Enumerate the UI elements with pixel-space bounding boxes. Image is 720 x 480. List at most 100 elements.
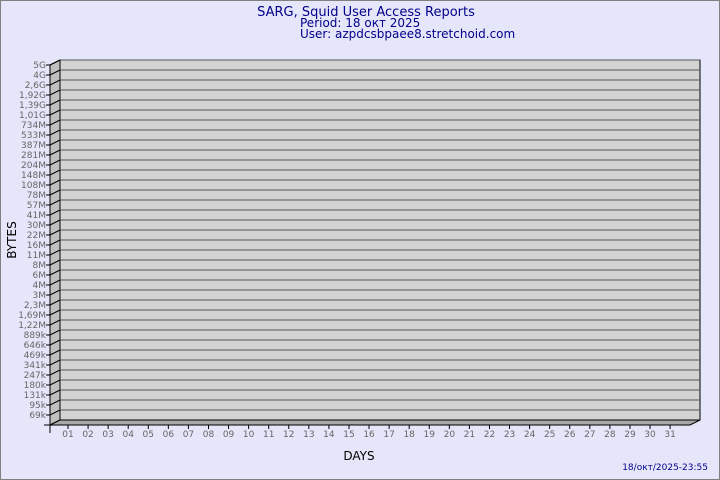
x-tick-label: 16: [363, 430, 375, 440]
x-tick-label: 10: [243, 430, 255, 440]
x-tick-label: 12: [283, 430, 294, 440]
y-tick-label: 341k: [24, 361, 47, 371]
x-tick-label: 24: [524, 430, 536, 440]
x-tick-label: 11: [263, 430, 274, 440]
grid-diagonal: [49, 319, 61, 326]
grid-diagonal: [49, 269, 61, 276]
grid-diagonal: [49, 199, 61, 206]
x-tick-label: 28: [604, 430, 616, 440]
y-tick-label: 734M: [21, 121, 46, 131]
grid-diagonal: [49, 209, 61, 216]
x-tick-label: 18: [403, 430, 415, 440]
x-tick-label: 15: [343, 430, 354, 440]
grid-diagonal: [49, 109, 61, 116]
grid-diagonal: [49, 59, 61, 66]
floor: [49, 419, 701, 426]
y-tick-label: 247k: [24, 371, 47, 381]
x-tick-label: 08: [203, 430, 215, 440]
grid-diagonal: [49, 399, 61, 406]
grid-diagonal: [49, 219, 61, 226]
y-tick-label: 889k: [24, 331, 47, 341]
x-tick-label: 29: [624, 430, 636, 440]
y-tick-label: 108M: [21, 181, 46, 191]
grid-diagonal: [49, 239, 61, 246]
grid-diagonal: [49, 149, 61, 156]
y-tick-label: 204M: [21, 161, 46, 171]
grid-diagonal: [49, 139, 61, 146]
y-tick-label: 4G: [33, 71, 46, 81]
y-tick-label: 22M: [27, 231, 46, 241]
y-tick-label: 1,92G: [19, 91, 46, 101]
x-tick-label: 31: [664, 430, 675, 440]
chart-period: Period: 18 окт 2025: [300, 16, 420, 30]
grid-diagonal: [49, 279, 61, 286]
y-tick-label: 281M: [21, 151, 46, 161]
grid-diagonal: [49, 379, 61, 386]
x-tick-label: 07: [183, 430, 194, 440]
y-tick-label: 533M: [21, 131, 46, 141]
grid-diagonal: [49, 79, 61, 86]
y-tick-label: 16M: [27, 241, 46, 251]
grid-diagonal: [49, 119, 61, 126]
chart-user: User: azpdcsbpaee8.stretchoid.com: [300, 27, 515, 41]
y-tick-label: 11M: [27, 251, 46, 261]
y-tick-label: 4M: [33, 281, 47, 291]
y-tick-label: 8M: [33, 261, 47, 271]
grid-diagonal: [49, 99, 61, 106]
grid-diagonal: [49, 359, 61, 366]
grid-diagonal: [49, 249, 61, 256]
x-tick-label: 03: [102, 430, 113, 440]
y-tick-label: 69k: [29, 411, 46, 421]
y-tick-label: 646k: [24, 341, 47, 351]
y-tick-label: 30M: [27, 221, 46, 231]
x-tick-label: 17: [383, 430, 394, 440]
y-axis-label: BYTES: [5, 221, 19, 258]
footer-timestamp: 18/окт/2025-23:55: [622, 463, 708, 473]
grid-diagonal: [49, 189, 61, 196]
x-tick-label: 01: [62, 430, 73, 440]
x-tick-label: 23: [504, 430, 515, 440]
grid-diagonal: [49, 309, 61, 316]
y-tick-label: 387M: [21, 141, 46, 151]
grid-diagonal: [49, 159, 61, 166]
grid-diagonal: [49, 329, 61, 336]
y-tick-label: 95k: [29, 401, 46, 411]
x-tick-label: 19: [424, 430, 436, 440]
y-tick-label: 148M: [21, 171, 46, 181]
x-tick-label: 27: [584, 430, 595, 440]
grid-diagonal: [49, 339, 61, 346]
grid-diagonal: [49, 389, 61, 396]
grid-diagonal: [49, 229, 61, 236]
y-tick-label: 2,6G: [25, 81, 46, 91]
x-tick-label: 09: [223, 430, 235, 440]
y-tick-label: 41M: [27, 211, 46, 221]
x-tick-label: 13: [303, 430, 314, 440]
y-tick-label: 1,01G: [19, 111, 46, 121]
y-tick-label: 1,39G: [19, 101, 46, 111]
y-tick-label: 57M: [27, 201, 46, 211]
x-axis-label: DAYS: [343, 449, 374, 463]
chart-title: SARG, Squid User Access Reports: [257, 5, 475, 20]
y-tick-label: 469k: [24, 351, 47, 361]
grid-diagonal: [49, 289, 61, 296]
y-tick-label: 1,22M: [18, 321, 46, 331]
x-tick-label: 25: [544, 430, 555, 440]
grid-diagonal: [49, 129, 61, 136]
y-tick-label: 180k: [24, 381, 47, 391]
y-tick-label: 2,3M: [24, 301, 46, 311]
x-tick-label: 21: [464, 430, 475, 440]
grid-diagonal: [49, 349, 61, 356]
y-tick-label: 1,69M: [18, 311, 46, 321]
x-tick-label: 04: [122, 430, 134, 440]
grid-diagonal: [49, 69, 61, 76]
grid-diagonal: [49, 179, 61, 186]
grid-diagonal: [49, 89, 61, 96]
y-tick-label: 5G: [33, 61, 46, 71]
y-tick-label: 78M: [27, 191, 46, 201]
y-tick-label: 6M: [33, 271, 47, 281]
x-tick-label: 22: [484, 430, 495, 440]
grid-diagonal: [49, 259, 61, 266]
grid-diagonal: [49, 299, 61, 306]
grid-diagonal: [49, 369, 61, 376]
